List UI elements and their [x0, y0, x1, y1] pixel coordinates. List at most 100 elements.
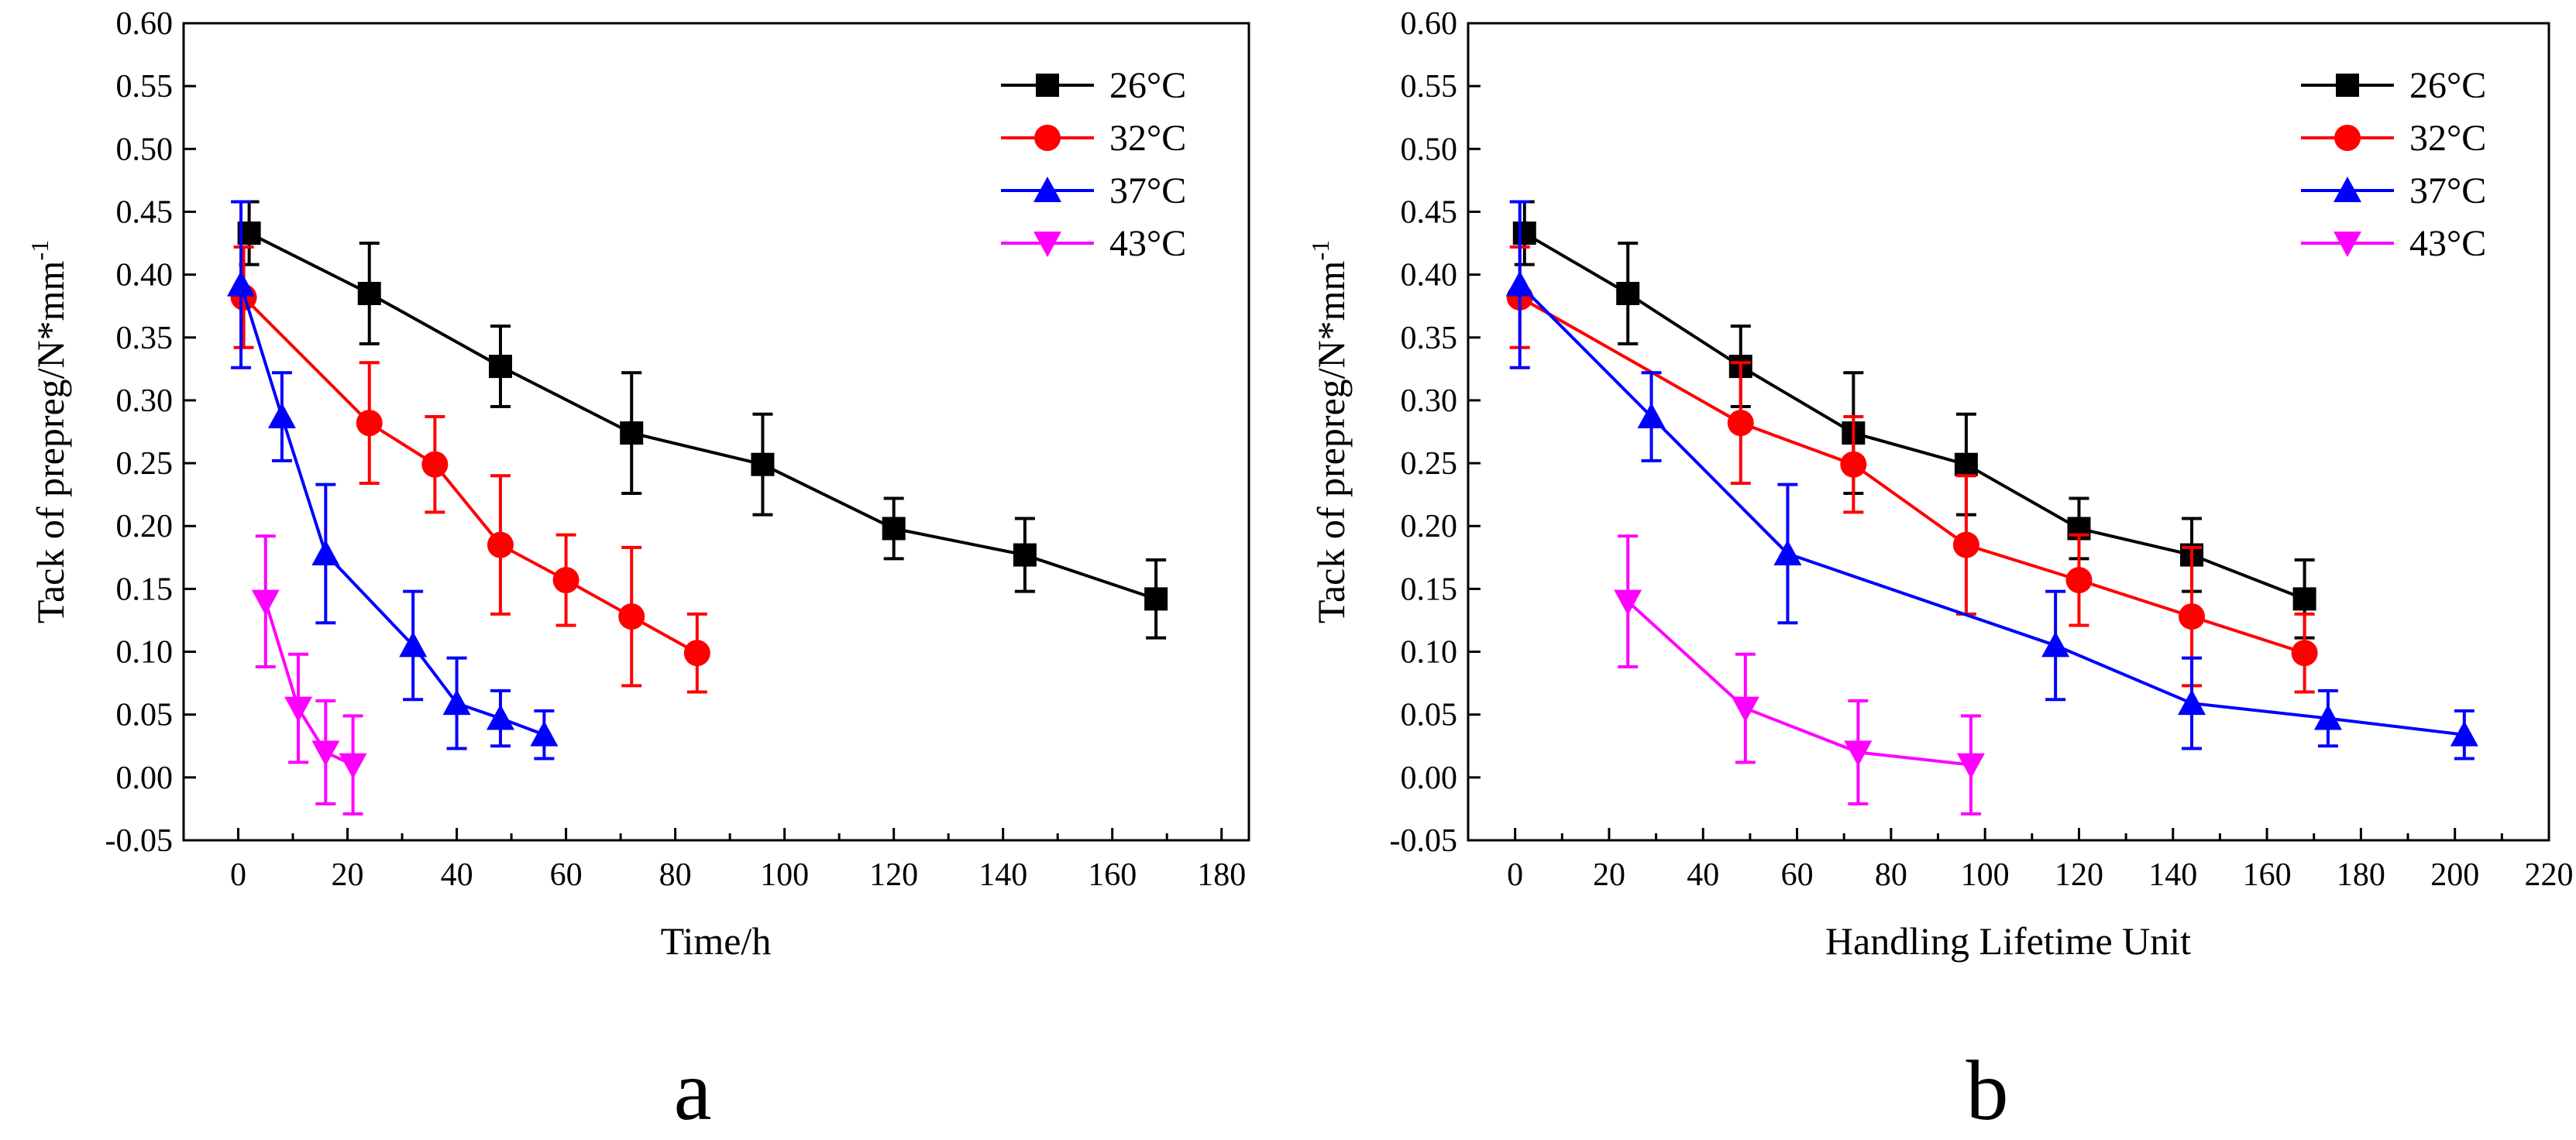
x-tick-label: 120: [2055, 857, 2103, 893]
data-point: [2291, 640, 2318, 667]
legend-label: 32°C: [2409, 118, 2486, 159]
data-point: [1844, 740, 1873, 767]
legend-marker: [1034, 125, 1061, 151]
y-tick-label: 0.00: [116, 761, 174, 796]
data-point: [267, 403, 296, 429]
y-tick-label: 0.10: [1401, 635, 1458, 671]
series-3: [251, 534, 367, 816]
series-line: [263, 601, 354, 767]
y-tick-label: 0.20: [116, 509, 174, 544]
data-point: [2041, 631, 2070, 658]
data-point: [486, 704, 514, 730]
x-tick-label: 160: [1088, 857, 1137, 893]
x-tick-label: 80: [659, 857, 692, 893]
series-1: [1506, 245, 2318, 694]
y-tick-label: 0.40: [116, 258, 174, 294]
y-tick-label: 0.30: [116, 383, 174, 419]
y-tick-label: 0.10: [116, 635, 174, 671]
data-point: [751, 452, 775, 476]
y-tick-label: 0.60: [1401, 6, 1458, 42]
x-tick-label: 20: [1593, 857, 1625, 893]
series-line: [1518, 296, 2306, 655]
x-tick-label: 120: [869, 857, 918, 893]
legend: 26°C 32°C 37°C 43°C: [1001, 65, 1186, 264]
x-tick-label: 160: [2243, 857, 2292, 893]
y-tick-label: 0.60: [116, 6, 174, 42]
y-tick-label: 0.35: [116, 321, 174, 356]
y-tick-label: 0.45: [116, 194, 174, 230]
legend-label: 37°C: [2409, 170, 2486, 211]
y-tick-label: 0.45: [1401, 194, 1458, 230]
x-tick-label: 200: [2430, 857, 2479, 893]
data-point: [399, 631, 428, 658]
legend-marker: [2334, 177, 2361, 202]
data-point: [2178, 689, 2206, 716]
data-point: [1512, 221, 1536, 246]
x-axis-title: Handling Lifetime Unit: [1825, 919, 2191, 963]
y-tick-label: -0.05: [105, 823, 174, 859]
data-point: [251, 589, 280, 616]
series-0: [1512, 200, 2316, 640]
legend-marker: [2336, 74, 2359, 97]
series-line: [1518, 283, 2465, 737]
y-axis-title-superscript: -1: [1306, 240, 1334, 261]
series-line: [248, 232, 1157, 601]
plot-frame: [182, 22, 1250, 842]
plot-frame: [1467, 22, 2550, 842]
legend-label: 32°C: [1109, 118, 1186, 159]
y-tick-label: 0.40: [1401, 258, 1458, 294]
legend-label: 26°C: [1109, 65, 1186, 106]
data-point: [683, 640, 710, 667]
data-point: [357, 281, 381, 305]
y-tick-label: 0.50: [1401, 132, 1458, 167]
data-point: [2313, 704, 2342, 730]
y-tick-label: 0.15: [1401, 572, 1458, 607]
y-tick-label: 0.50: [116, 132, 174, 167]
data-point: [1956, 753, 1985, 779]
data-point: [1637, 403, 1666, 429]
x-tick-label: 180: [1197, 857, 1246, 893]
x-tick-label: 140: [2148, 857, 2197, 893]
y-tick-label: 0.55: [1401, 69, 1458, 105]
legend-marker: [1033, 177, 1061, 202]
y-axis-title-superscript: -1: [26, 240, 53, 261]
data-point: [1614, 589, 1642, 616]
x-tick-label: 100: [1961, 857, 2010, 893]
data-point: [339, 753, 367, 779]
x-tick-label: 40: [1687, 857, 1719, 893]
series-3: [1614, 534, 1985, 816]
data-point: [620, 421, 644, 445]
data-point: [530, 720, 559, 747]
y-tick-label: 0.30: [1401, 383, 1458, 419]
x-tick-label: 0: [1507, 857, 1523, 893]
data-point: [1954, 452, 1978, 476]
x-tick-label: 0: [230, 857, 246, 893]
data-point: [227, 270, 256, 297]
data-point: [1952, 531, 1979, 558]
x-tick-label: 80: [1875, 857, 1907, 893]
legend-marker: [2334, 232, 2361, 257]
y-tick-label: 0.15: [116, 572, 174, 607]
y-axis-title: Tack of prepreg/N*mm-1: [26, 240, 72, 623]
series-line: [1626, 600, 1972, 767]
series-1: [230, 245, 710, 694]
data-point: [311, 539, 340, 565]
data-point: [356, 410, 383, 437]
legend: 26°C 32°C 37°C 43°C: [2301, 65, 2486, 264]
data-point: [2179, 603, 2206, 630]
data-point: [1727, 410, 1754, 437]
legend-label: 43°C: [1109, 223, 1186, 264]
data-point: [1013, 543, 1037, 567]
panel-a: -0.05 0.00 0.05 0.10 0.15 0.20 0.25 0.30 0.35 0.4…: [26, 6, 1250, 1138]
data-point: [1505, 270, 1534, 297]
x-tick-label: 60: [550, 857, 583, 893]
series-2: [1505, 200, 2478, 761]
data-point: [284, 696, 313, 723]
data-point: [1773, 539, 1802, 565]
panel-label: a: [674, 1043, 712, 1138]
data-point: [552, 567, 580, 594]
x-tick-label: 20: [332, 857, 364, 893]
panel-label: b: [1966, 1043, 2009, 1138]
data-point: [311, 740, 340, 767]
data-point: [2450, 720, 2478, 747]
